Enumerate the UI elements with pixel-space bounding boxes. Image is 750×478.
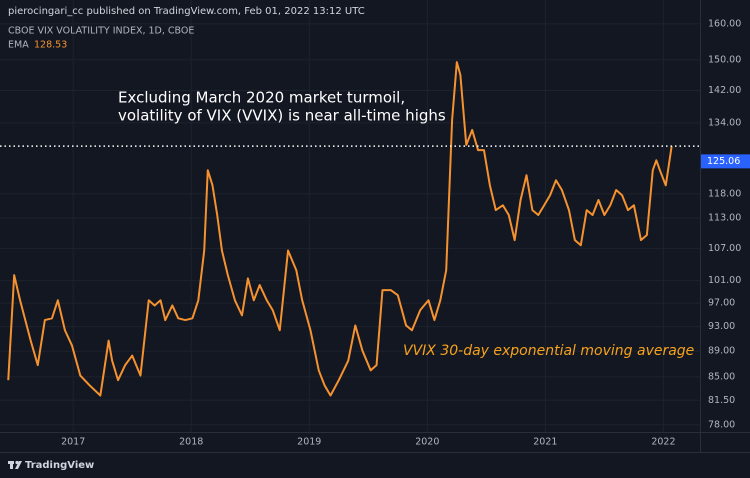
x-tick-label: 2018 [179, 437, 203, 448]
y-tick-label: 93.00 [708, 321, 735, 332]
y-tick-label: 113.00 [708, 212, 741, 223]
footer-logo: TradingView [25, 460, 94, 471]
y-tick-label: 101.00 [708, 275, 741, 286]
publisher: pierocingari_cc published on TradingView… [8, 6, 365, 17]
indicator-name: EMA [8, 40, 29, 51]
y-tick-label: 107.00 [708, 243, 741, 254]
x-tick-label: 2020 [415, 437, 439, 448]
annotation: volatility of VIX (VVIX) is near all-tim… [118, 107, 446, 125]
y-tick-label: 134.00 [708, 117, 741, 128]
y-tick-label: 150.00 [708, 54, 741, 65]
price-tag-label: 125.06 [707, 156, 740, 167]
y-tick-label: 118.00 [708, 188, 741, 199]
y-tick-label: 85.00 [708, 371, 735, 382]
x-tick-label: 2019 [297, 437, 321, 448]
plot [0, 61, 700, 397]
y-tick-label: 142.00 [708, 85, 741, 96]
footer-logo-icon [8, 460, 22, 469]
x-tick-label: 2022 [651, 437, 675, 448]
y-tick-label: 160.00 [708, 18, 741, 29]
symbol: CBOE VIX VOLATILITY INDEX, 1D, CBOE [8, 26, 194, 37]
x-tick-label: 2021 [533, 437, 557, 448]
price-tag [701, 154, 750, 169]
annotation: Excluding March 2020 market turmoil, [118, 89, 405, 107]
series-line [7, 61, 673, 397]
x-tick-label: 2017 [61, 437, 85, 448]
y-tick-label: 97.00 [708, 298, 735, 309]
y-tick-label: 81.50 [708, 395, 735, 406]
indicator-value: 128.53 [34, 40, 67, 51]
y-tick-label: 78.00 [708, 419, 735, 430]
annotation: VVIX 30-day exponential moving average [403, 343, 694, 359]
y-tick-label: 89.00 [708, 346, 735, 357]
